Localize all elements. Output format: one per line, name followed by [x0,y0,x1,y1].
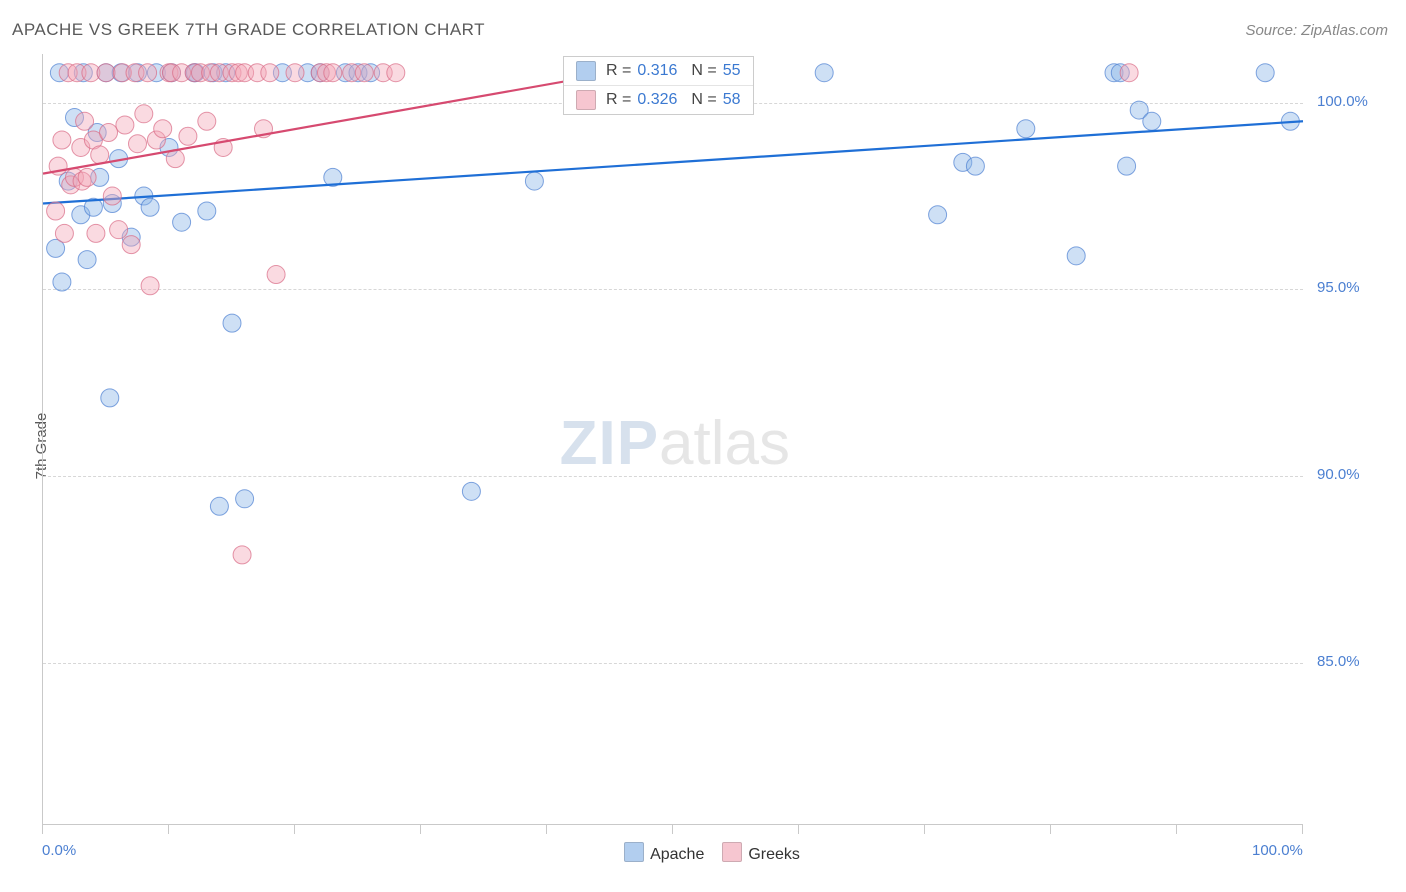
data-point [141,198,159,216]
x-tick-label: 100.0% [1252,842,1303,859]
x-tick-label: 0.0% [42,842,76,859]
y-tick-label: 90.0% [1317,466,1360,483]
n-value: 58 [723,91,741,109]
x-tick [672,824,673,834]
legend-swatch [576,90,596,110]
r-label: R = [606,91,631,109]
correlation-legend: R = 0.316 N = 55 R = 0.326 N = 58 [563,56,754,115]
data-point [267,266,285,284]
n-value: 55 [723,62,741,80]
r-value: 0.326 [637,91,677,109]
legend-swatch [576,61,596,81]
r-label: R = [606,62,631,80]
data-point [966,157,984,175]
legend-row: R = 0.326 N = 58 [564,86,753,114]
x-tick [1050,824,1051,834]
data-point [210,497,228,515]
data-point [1067,247,1085,265]
data-point [1120,64,1138,82]
data-point [116,116,134,134]
data-point [179,127,197,145]
legend-label: Greeks [748,846,800,863]
legend-row: R = 0.316 N = 55 [564,57,753,86]
data-point [135,105,153,123]
r-value: 0.316 [637,62,677,80]
x-tick [924,824,925,834]
data-point [101,389,119,407]
data-point [236,490,254,508]
data-point [53,273,71,291]
data-point [78,168,96,186]
x-tick [294,824,295,834]
data-point [815,64,833,82]
data-point [929,206,947,224]
data-point [53,131,71,149]
y-tick-label: 100.0% [1317,93,1368,110]
series-legend: Apache Greeks [0,842,1406,864]
data-point [103,187,121,205]
trend-line [43,121,1303,203]
data-point [78,251,96,269]
data-point [154,120,172,138]
data-point [462,482,480,500]
source-label: Source: ZipAtlas.com [1245,22,1388,39]
x-tick [1302,824,1303,834]
data-point [76,112,94,130]
data-point [286,64,304,82]
data-point [233,546,251,564]
data-point [91,146,109,164]
legend-swatch [624,842,644,862]
chart-svg [43,54,1303,824]
data-point [87,224,105,242]
data-point [355,64,373,82]
x-tick [42,824,43,834]
data-point [173,213,191,231]
data-point [47,202,65,220]
data-point [100,123,118,141]
data-point [1256,64,1274,82]
legend-swatch [722,842,742,862]
n-label: N = [691,62,716,80]
data-point [97,64,115,82]
data-point [122,236,140,254]
plot-container: ZIPatlas 85.0% 90.0% 95.0% 100.0% [42,54,1392,824]
data-point [141,277,159,295]
data-point [223,314,241,332]
data-point [198,112,216,130]
plot-area: ZIPatlas [42,54,1303,825]
n-label: N = [691,91,716,109]
legend-label: Apache [650,846,704,863]
data-point [198,202,216,220]
x-tick [546,824,547,834]
x-tick [420,824,421,834]
data-point [139,64,157,82]
data-point [324,64,342,82]
data-point [525,172,543,190]
x-tick [1176,824,1177,834]
chart-title: APACHE VS GREEK 7TH GRADE CORRELATION CH… [12,20,485,40]
data-point [55,224,73,242]
data-point [387,64,405,82]
data-point [1143,112,1161,130]
x-tick [168,824,169,834]
y-tick-label: 85.0% [1317,653,1360,670]
data-point [1017,120,1035,138]
data-point [110,221,128,239]
x-tick [798,824,799,834]
y-tick-label: 95.0% [1317,279,1360,296]
data-point [1118,157,1136,175]
data-point [261,64,279,82]
data-point [129,135,147,153]
